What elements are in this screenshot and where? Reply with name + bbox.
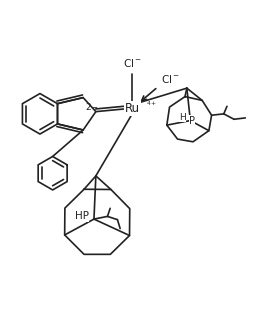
Text: Cl$^-$: Cl$^-$ xyxy=(161,73,180,85)
Text: Cl$^-$: Cl$^-$ xyxy=(123,57,142,69)
Text: P: P xyxy=(189,116,195,126)
Text: Ru: Ru xyxy=(125,102,140,115)
Text: HP: HP xyxy=(75,211,89,221)
Text: H: H xyxy=(179,113,185,122)
Text: $^{4+}$: $^{4+}$ xyxy=(146,101,158,110)
Text: 2−: 2− xyxy=(85,103,98,112)
